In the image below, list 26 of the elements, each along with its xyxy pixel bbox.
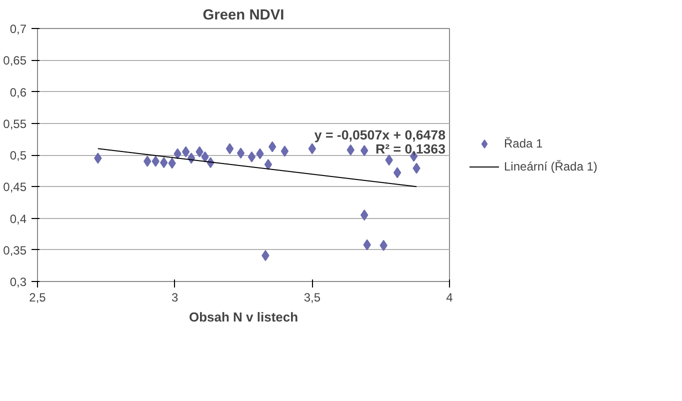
point xyxy=(226,143,234,154)
point xyxy=(264,158,272,170)
point xyxy=(393,167,402,178)
y-tick-label: 0,4 xyxy=(10,212,27,226)
point xyxy=(280,146,289,157)
annotation: R² = 0,1363 xyxy=(375,141,446,156)
point xyxy=(182,146,190,158)
y-tick-label: 0,55 xyxy=(3,116,27,131)
point xyxy=(248,151,256,162)
x-tick-label: 3,5 xyxy=(304,290,321,304)
y-tick-label: 0,65 xyxy=(3,54,27,68)
y-tick-label: 0,45 xyxy=(3,180,27,194)
legend-label: Řada 1 xyxy=(504,136,543,150)
y-tick-label: 0,3 xyxy=(10,275,27,289)
y-tick-label: 0,7 xyxy=(10,22,27,36)
y-tick-label: 0,35 xyxy=(3,243,27,258)
x-tick-label: 4 xyxy=(446,290,454,304)
x-axis-title: Obsah N v listech xyxy=(188,310,298,324)
x-tick-label: 3 xyxy=(171,290,178,304)
y-tick-label: 0,6 xyxy=(10,85,27,100)
x-tick-label: 2,5 xyxy=(29,290,46,304)
y-tick-label: 0,5 xyxy=(10,148,27,162)
point xyxy=(236,148,245,159)
chart-title: Green NDVI xyxy=(202,8,284,24)
legend-label: Lineární (Řada 1) xyxy=(504,159,598,173)
annotation: y = -0,0507x + 0,6478 xyxy=(314,127,446,142)
